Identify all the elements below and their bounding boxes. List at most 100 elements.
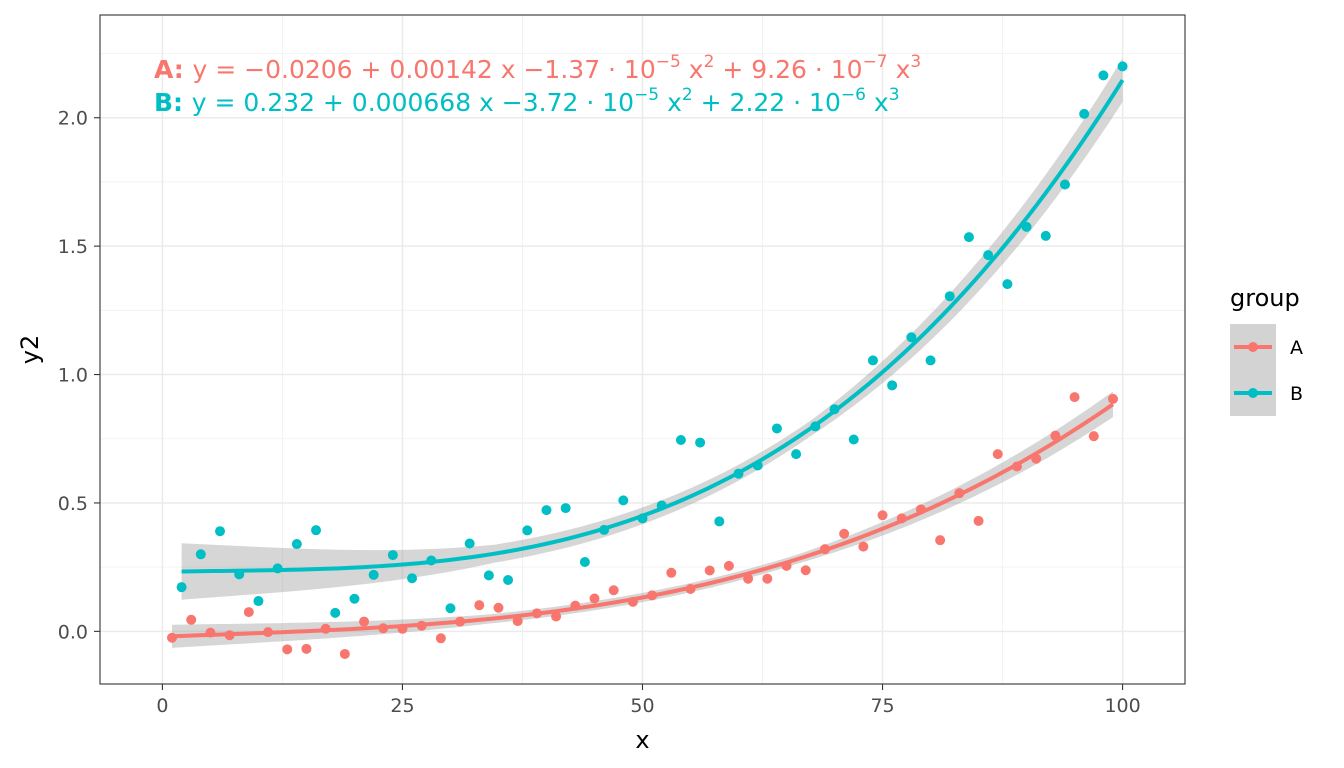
legend-label: B bbox=[1290, 383, 1303, 405]
data-point-B bbox=[925, 355, 936, 366]
equation-part: x bbox=[866, 88, 889, 117]
equation-part: x bbox=[681, 55, 704, 84]
x-axis-label: x bbox=[635, 726, 649, 754]
legend: group A B bbox=[1230, 284, 1303, 416]
data-point-A bbox=[762, 573, 773, 584]
data-point-B bbox=[503, 574, 514, 585]
data-point-A bbox=[723, 560, 734, 571]
equation-label: A: bbox=[154, 55, 193, 84]
equation-superscript: 3 bbox=[889, 85, 900, 105]
data-point-B bbox=[848, 434, 859, 445]
x-tick-label: 50 bbox=[630, 695, 654, 717]
equation-part: y = −0.0206 + 0.00142 x −1.37 · 10 bbox=[193, 55, 656, 84]
fit-lines bbox=[171, 78, 1125, 639]
fit-equation-A: A: y = −0.0206 + 0.00142 x −1.37 · 10−5​… bbox=[154, 52, 921, 84]
data-point-A bbox=[666, 567, 677, 578]
data-point-A bbox=[474, 600, 485, 611]
fit-equation-B: B: y = 0.232 + 0.000668 x −3.72 · 10−5​ … bbox=[154, 85, 900, 117]
data-point-B bbox=[791, 449, 802, 460]
data-point-B bbox=[1002, 279, 1013, 290]
equation-superscript: −6 bbox=[841, 85, 866, 105]
data-point-A bbox=[1069, 392, 1080, 403]
data-point-A bbox=[282, 644, 293, 655]
equation-part: + 9.26 · 10 bbox=[714, 55, 862, 84]
data-point-B bbox=[771, 423, 782, 434]
data-point-B bbox=[714, 516, 725, 527]
data-point-A bbox=[858, 541, 869, 552]
equation-superscript: −7 bbox=[863, 52, 888, 72]
x-tick-label: 100 bbox=[1104, 695, 1140, 717]
axes: 0 25 50 75 100 0.0 0.5 1.0 1.5 2.0 x y2 bbox=[16, 108, 1141, 754]
data-point-B bbox=[1040, 230, 1051, 241]
confidence-band-B bbox=[181, 58, 1123, 600]
data-point-B bbox=[560, 503, 571, 514]
equation-part: x bbox=[888, 55, 911, 84]
data-point-B bbox=[675, 435, 686, 446]
data-point-B bbox=[215, 526, 226, 537]
data-point-B bbox=[944, 291, 955, 302]
data-point-B bbox=[195, 549, 206, 560]
y-tick-label: 0.0 bbox=[58, 621, 88, 643]
data-point-B bbox=[1079, 108, 1090, 119]
data-point-A bbox=[839, 528, 850, 539]
data-point-B bbox=[483, 570, 494, 581]
data-point-B bbox=[983, 250, 994, 261]
data-point-B bbox=[291, 539, 302, 550]
data-point-A bbox=[186, 614, 197, 625]
legend-label: A bbox=[1290, 337, 1303, 359]
y-tick-label: 1.0 bbox=[58, 365, 88, 387]
y-tick-label: 0.5 bbox=[58, 493, 88, 515]
data-point-B bbox=[963, 232, 974, 243]
fit-equations: A: y = −0.0206 + 0.00142 x −1.37 · 10−5​… bbox=[154, 52, 921, 117]
data-point-A bbox=[301, 643, 312, 654]
data-point-A bbox=[551, 611, 562, 622]
data-point-B bbox=[176, 582, 187, 593]
fit-line-B bbox=[181, 78, 1125, 574]
data-point-A bbox=[435, 633, 446, 644]
equation-part: x bbox=[659, 88, 682, 117]
legend-point bbox=[1248, 388, 1258, 398]
data-point-B bbox=[311, 525, 322, 536]
equation-superscript: 2 bbox=[682, 85, 693, 105]
data-point-B bbox=[1117, 61, 1128, 72]
data-point-B bbox=[887, 380, 898, 391]
data-point-B bbox=[522, 525, 533, 536]
data-point-B bbox=[464, 538, 475, 549]
data-point-A bbox=[800, 565, 811, 576]
equation-part: + 2.22 · 10 bbox=[693, 88, 841, 117]
data-point-A bbox=[1107, 393, 1118, 404]
data-point-A bbox=[935, 535, 946, 546]
data-point-B bbox=[906, 332, 917, 343]
data-point-B bbox=[445, 603, 456, 614]
data-point-B bbox=[387, 550, 398, 561]
data-point-B bbox=[368, 569, 379, 580]
legend-point bbox=[1248, 342, 1258, 352]
equation-superscript: −5 bbox=[634, 85, 659, 105]
data-point-B bbox=[695, 437, 706, 448]
y-axis-label: y2 bbox=[16, 335, 44, 364]
data-point-B bbox=[407, 573, 418, 584]
equation-superscript: −5 bbox=[656, 52, 681, 72]
y-tick-label: 1.5 bbox=[58, 236, 88, 258]
plot-panel bbox=[100, 15, 1185, 684]
equation-superscript: 3 bbox=[910, 52, 921, 72]
data-points bbox=[167, 61, 1128, 659]
x-tick-label: 25 bbox=[390, 695, 414, 717]
x-tick-label: 75 bbox=[870, 695, 894, 717]
data-point-A bbox=[608, 585, 619, 596]
data-point-A bbox=[704, 565, 715, 576]
data-point-A bbox=[992, 449, 1003, 460]
legend-title: group bbox=[1230, 284, 1300, 312]
legend-entry-A: A bbox=[1230, 324, 1303, 370]
data-point-B bbox=[330, 607, 341, 618]
data-point-A bbox=[339, 648, 350, 659]
data-point-B bbox=[579, 557, 590, 568]
y-tick-label: 2.0 bbox=[58, 108, 88, 130]
data-point-A bbox=[359, 616, 370, 627]
data-point-B bbox=[1098, 70, 1109, 81]
data-point-B bbox=[541, 505, 552, 516]
data-point-A bbox=[243, 607, 254, 618]
data-point-A bbox=[1088, 431, 1099, 442]
data-point-B bbox=[1059, 179, 1070, 190]
